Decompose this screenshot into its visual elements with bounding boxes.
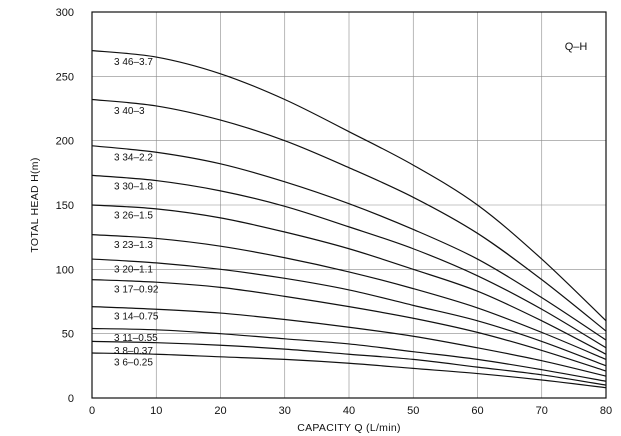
x-tick-label: 50 [407,405,419,417]
series-label: 3 40–3 [114,106,145,117]
x-tick-label: 60 [471,405,483,417]
series-curve [91,352,607,389]
series-curve [91,306,607,377]
series-label: 3 6–0.25 [114,357,153,368]
grid [92,12,606,398]
x-tick-label: 30 [279,405,291,417]
y-axis-title: TOTAL HEAD H(m) [29,157,41,252]
series-curve [91,340,607,386]
y-tick-label: 250 [56,71,74,83]
x-tick-label: 40 [343,405,355,417]
series-curve [91,258,607,367]
series-curve [91,174,607,349]
curves [91,50,607,389]
x-tick-label: 20 [214,405,226,417]
series-label: 3 20–1.1 [114,265,153,276]
series-label: 3 14–0.75 [114,312,159,323]
series-curve [91,98,607,332]
series-label: 3 34–2.2 [114,152,153,163]
x-axis-title: CAPACITY Q (L/min) [297,422,401,434]
series-curve [91,279,607,372]
series-label: 3 11–0.55 [114,333,158,344]
y-tick-label: 100 [56,264,74,276]
series-curve [91,50,607,322]
series-label: 3 46–3.7 [114,57,153,68]
x-tick-label: 80 [600,405,612,417]
series-label: 3 17–0.92 [114,285,159,296]
curve-labels: 3 46–3.7 3 40–3 3 34–2.2 3 30–1.8 3 26–1.5 3 … [114,57,159,368]
series-curve [91,233,607,360]
tick-labels: 0 10 20 30 40 50 60 70 80 0 50 100 150 200 250 300 [56,7,612,417]
series-label: 3 23–1.3 [114,240,153,251]
y-tick-label: 200 [56,136,74,148]
plot-frame [91,11,607,399]
y-tick-label: 150 [56,200,74,212]
x-tick-label: 10 [150,405,162,417]
chart-title: Q–H [565,41,588,53]
series-label: 3 30–1.8 [114,181,153,192]
series-label: 3 8–0.37 [114,346,153,357]
series-curve [91,145,607,341]
x-tick-label: 70 [536,405,548,417]
series-label: 3 26–1.5 [114,211,153,222]
x-tick-label: 0 [89,405,95,417]
y-tick-label: 300 [56,7,74,19]
y-tick-label: 50 [62,329,74,341]
y-tick-label: 0 [68,393,74,405]
series-curve [91,204,607,355]
series-curve [91,327,607,382]
